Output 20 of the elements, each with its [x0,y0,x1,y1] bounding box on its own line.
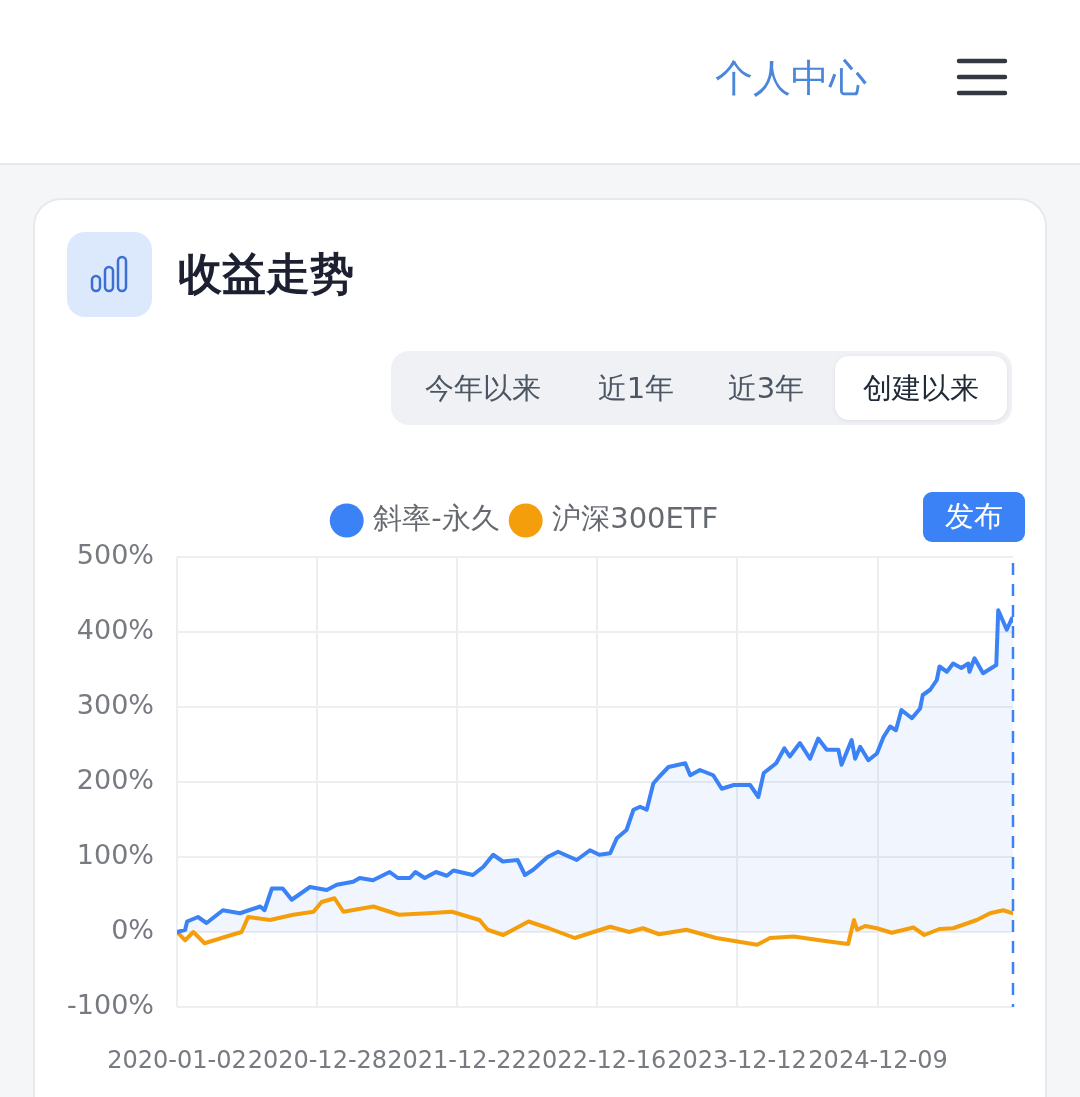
y-tick-label: 0% [111,914,154,946]
ref-line-label: 发布 [945,498,1003,533]
y-tick-label: 100% [76,839,154,871]
x-tick-label: 2024-12-09 [808,1045,948,1074]
y-tick-label: 500% [76,539,154,571]
x-tick-label: 2022-12-16 [526,1045,667,1074]
x-tick-label: 2021-12-22 [387,1045,527,1074]
text: 个人中心 [715,55,867,101]
selected-tab: 创建以来 [835,356,1007,420]
x-tick-label: 2020-12-28 [247,1045,388,1074]
tab-bar: 今年以来 近1年 近3年 创建以来 [391,351,1012,425]
x-tick-label: 2023-12-12 [667,1045,807,1074]
chart-title: 收益走势 [178,247,354,301]
y-tick-label: 400% [76,614,154,646]
y-tick-label: -100% [67,989,154,1021]
y-tick-label: 200% [76,764,154,796]
legend-label: 斜率-永久 [373,501,500,536]
y-tick-label: 300% [76,689,154,721]
x-tick-label: 2020-01-02 [107,1045,247,1074]
legend-label: 沪深300ETF [552,501,719,536]
